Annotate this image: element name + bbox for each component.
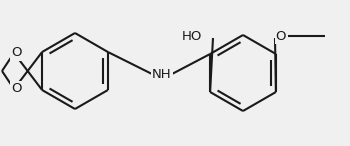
Text: O: O (276, 29, 286, 42)
Text: HO: HO (182, 29, 202, 42)
Text: NH: NH (152, 67, 172, 80)
Text: O: O (11, 46, 21, 60)
Text: O: O (11, 82, 21, 95)
